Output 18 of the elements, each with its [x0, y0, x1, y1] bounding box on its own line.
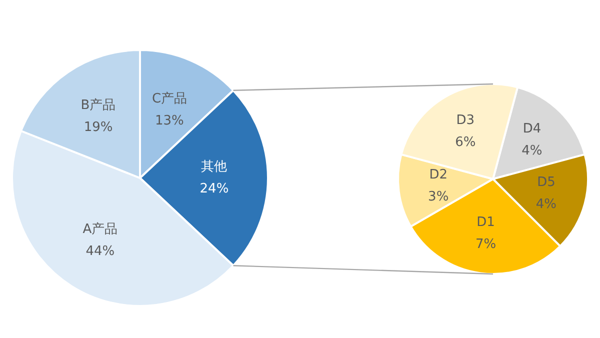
data-label: 6% [455, 134, 476, 150]
data-label: 13% [155, 113, 184, 128]
data-label: 19% [84, 120, 113, 136]
slice-label: B产品 [80, 98, 116, 114]
data-label: 7% [475, 237, 496, 252]
slice-label: A产品 [82, 222, 118, 238]
slice-label: C产品 [152, 91, 188, 106]
data-label: 24% [200, 182, 229, 196]
slice-label: D4 [522, 122, 542, 137]
data-label: 3% [428, 190, 449, 205]
data-label: 4% [522, 144, 542, 159]
slice-label: D3 [456, 112, 475, 128]
slice-label: D5 [537, 174, 556, 190]
slice-label: 其他 [201, 160, 228, 174]
slice-label: D2 [429, 168, 448, 183]
data-label: 4% [536, 196, 557, 212]
data-label: 44% [86, 244, 115, 260]
slice-label: D1 [476, 215, 495, 230]
